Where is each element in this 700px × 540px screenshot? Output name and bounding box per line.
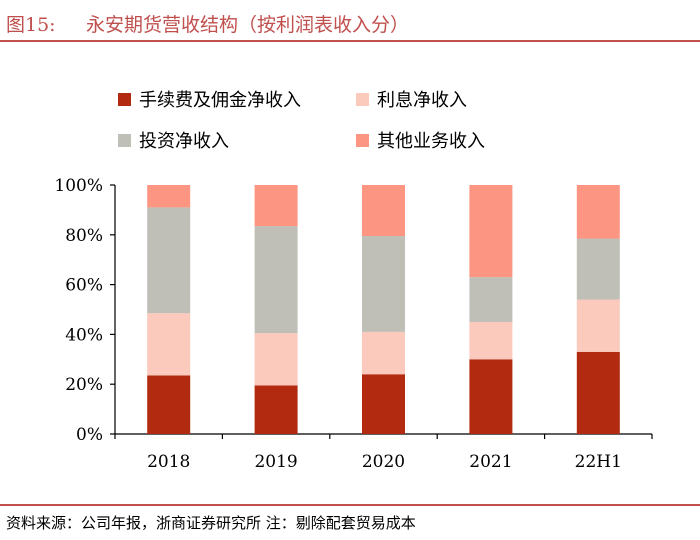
bar-segment-22h1-s3 — [576, 185, 620, 239]
bar-segment-2021-s2 — [469, 277, 513, 322]
bar-segment-2018-s2 — [147, 207, 191, 314]
bar-segment-2018-s1 — [147, 313, 191, 376]
legend-label: 手续费及佣金净收入 — [139, 90, 301, 111]
y-tick-label: 60% — [65, 276, 103, 296]
legend-item-other: 其他业务收入 — [356, 127, 485, 153]
legend-label: 投资净收入 — [139, 131, 229, 152]
bar-segment-2020-s0 — [362, 374, 405, 434]
bar-segment-2020-s1 — [362, 331, 405, 375]
x-tick-label: 2021 — [469, 452, 512, 472]
legend-label: 其他业务收入 — [377, 131, 485, 152]
bar-segment-2020-s2 — [362, 236, 405, 332]
legend-item-interest: 利息净收入 — [356, 86, 467, 112]
legend-swatch — [118, 92, 131, 106]
y-tick-label: 20% — [65, 375, 103, 395]
x-tick-label: 2020 — [362, 452, 405, 472]
y-tick-label: 40% — [65, 325, 103, 345]
legend-swatch — [356, 92, 369, 106]
bar-segment-22h1-s1 — [576, 299, 620, 352]
source-note: 资料来源：公司年报，浙商证券研究所 注：剔除配套贸易成本 — [6, 514, 416, 532]
footer-rule — [0, 504, 700, 506]
bar-segment-2018-s3 — [147, 185, 191, 208]
bar-segment-22h1-s0 — [576, 351, 620, 434]
bar-segment-2019-s0 — [254, 385, 298, 434]
bar-segment-2019-s3 — [254, 185, 298, 227]
x-tick-label: 22H1 — [575, 452, 622, 472]
y-tick-label: 80% — [65, 226, 103, 246]
bar-segment-2019-s2 — [254, 226, 298, 334]
legend-item-fee-commission: 手续费及佣金净收入 — [118, 86, 301, 112]
bar-segment-2019-s1 — [254, 333, 298, 386]
bar-segment-2020-s3 — [362, 185, 405, 237]
figure-label: 图15: — [6, 14, 56, 36]
x-tick-label: 2018 — [147, 452, 190, 472]
chart-legend: 手续费及佣金净收入 利息净收入 投资净收入 其他业务收入 — [0, 0, 700, 160]
legend-label: 利息净收入 — [377, 90, 467, 111]
bar-segment-2021-s3 — [469, 185, 513, 278]
bar-segment-2021-s0 — [469, 359, 513, 434]
bar-segment-2021-s1 — [469, 321, 513, 360]
bar-segment-22h1-s2 — [576, 238, 620, 300]
legend-swatch — [118, 133, 131, 147]
figure-title: 图15: 永安期货营收结构（按利润表收入分） — [6, 10, 409, 37]
title-rule — [0, 40, 700, 42]
legend-swatch — [356, 133, 369, 147]
figure-title-text: 永安期货营收结构（按利润表收入分） — [86, 14, 410, 36]
y-tick-label: 0% — [76, 425, 103, 445]
bar-segment-2018-s0 — [147, 375, 191, 434]
y-tick-label: 100% — [54, 176, 103, 196]
x-tick-label: 2019 — [254, 452, 297, 472]
legend-item-investment: 投资净收入 — [118, 127, 229, 153]
